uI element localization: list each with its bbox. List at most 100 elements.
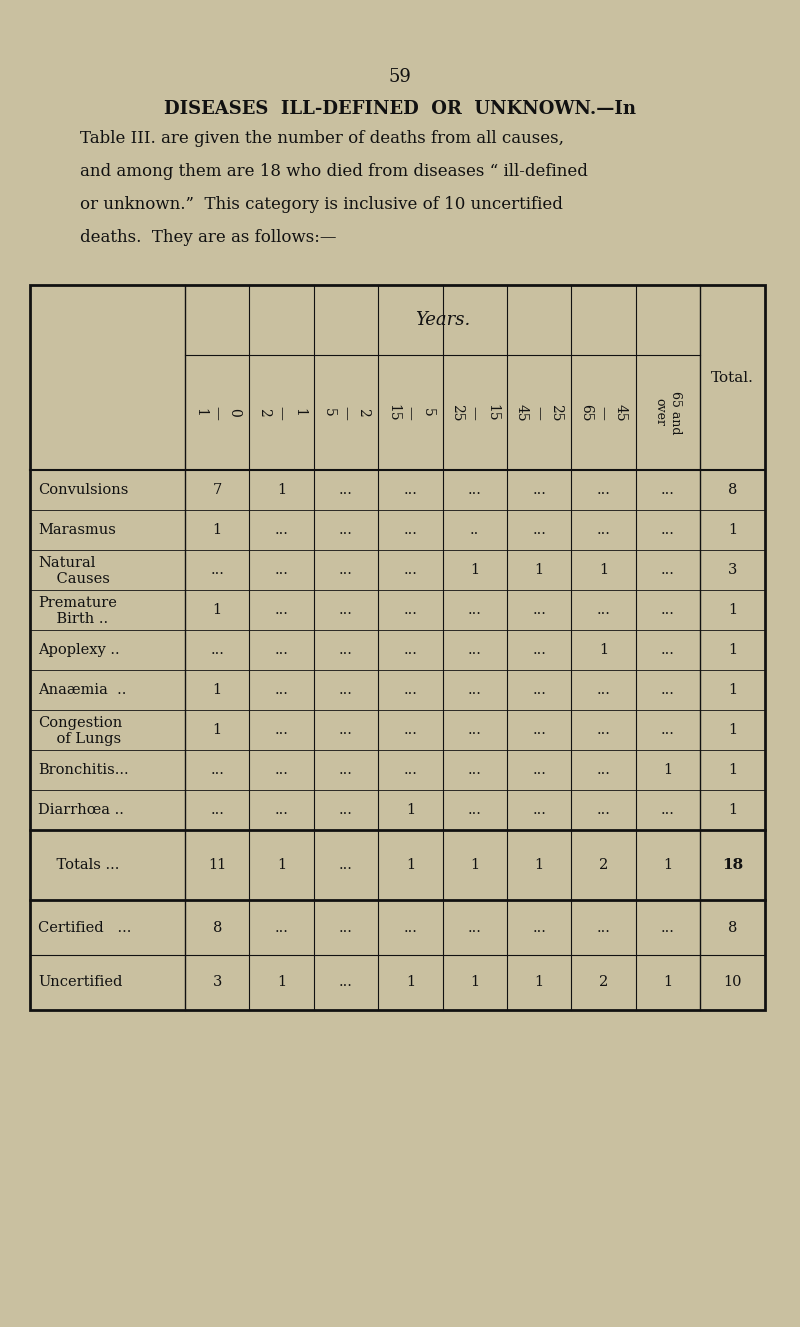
- Text: Birth ..: Birth ..: [38, 612, 108, 626]
- Text: ...: ...: [403, 921, 418, 934]
- Text: ...: ...: [532, 921, 546, 934]
- Text: Marasmus: Marasmus: [38, 523, 116, 537]
- Text: ...: ...: [468, 644, 482, 657]
- Text: ...: ...: [468, 921, 482, 934]
- Text: ...: ...: [661, 563, 674, 577]
- Text: ...: ...: [532, 602, 546, 617]
- Text: 1: 1: [213, 723, 222, 736]
- Text: Total.: Total.: [711, 370, 754, 385]
- Text: 1: 1: [470, 563, 479, 577]
- Text: ...: ...: [274, 683, 289, 697]
- Text: 1: 1: [728, 763, 737, 778]
- Text: ...: ...: [661, 803, 674, 817]
- Text: Convulsions: Convulsions: [38, 483, 128, 498]
- Text: ...: ...: [339, 921, 353, 934]
- Text: ...: ...: [597, 763, 610, 778]
- Text: 1: 1: [599, 644, 608, 657]
- Text: ...: ...: [532, 683, 546, 697]
- Text: 1: 1: [663, 763, 672, 778]
- Text: DISEASES  ILL-DEFINED  OR  UNKNOWN.—In: DISEASES ILL-DEFINED OR UNKNOWN.—In: [164, 100, 636, 118]
- Text: ...: ...: [468, 803, 482, 817]
- Text: 5
—
15: 5 — 15: [386, 403, 434, 421]
- Text: 1: 1: [663, 859, 672, 872]
- Text: 1: 1: [213, 523, 222, 537]
- Text: ...: ...: [274, 921, 289, 934]
- Text: ...: ...: [339, 563, 353, 577]
- Text: ...: ...: [274, 644, 289, 657]
- Text: 15
—
25: 15 — 25: [450, 403, 499, 421]
- Text: ...: ...: [339, 859, 353, 872]
- Text: ...: ...: [210, 803, 224, 817]
- Text: 1: 1: [406, 859, 415, 872]
- Text: 2: 2: [599, 859, 608, 872]
- Text: 1: 1: [728, 602, 737, 617]
- Text: ...: ...: [661, 723, 674, 736]
- Text: 2: 2: [599, 975, 608, 990]
- Text: Diarrhœa ..: Diarrhœa ..: [38, 803, 124, 817]
- Text: 1: 1: [406, 803, 415, 817]
- Text: ...: ...: [274, 803, 289, 817]
- Text: 3: 3: [213, 975, 222, 990]
- Text: ...: ...: [532, 723, 546, 736]
- Text: 1: 1: [728, 803, 737, 817]
- Text: ...: ...: [274, 523, 289, 537]
- Text: ...: ...: [274, 602, 289, 617]
- Text: 8: 8: [728, 921, 737, 934]
- Text: ...: ...: [597, 803, 610, 817]
- Text: 65 and
over: 65 and over: [654, 390, 682, 434]
- Text: Uncertified: Uncertified: [38, 975, 122, 990]
- Text: 18: 18: [722, 859, 743, 872]
- Bar: [30, 285, 765, 1010]
- Text: ...: ...: [339, 803, 353, 817]
- Text: ...: ...: [532, 803, 546, 817]
- Text: 45
—
65: 45 — 65: [579, 403, 628, 421]
- Text: ...: ...: [339, 763, 353, 778]
- Text: ...: ...: [403, 683, 418, 697]
- Text: Premature: Premature: [38, 596, 117, 610]
- Text: ...: ...: [274, 723, 289, 736]
- Text: ...: ...: [339, 523, 353, 537]
- Text: ...: ...: [468, 683, 482, 697]
- Text: ...: ...: [532, 523, 546, 537]
- Text: 7: 7: [213, 483, 222, 498]
- Text: ...: ...: [339, 723, 353, 736]
- Text: 1: 1: [534, 859, 544, 872]
- Text: 1: 1: [213, 683, 222, 697]
- Text: Apoplexy ..: Apoplexy ..: [38, 644, 120, 657]
- Text: ...: ...: [403, 563, 418, 577]
- Text: ...: ...: [210, 763, 224, 778]
- Text: 1: 1: [728, 523, 737, 537]
- Text: 3: 3: [728, 563, 737, 577]
- Text: Causes: Causes: [38, 572, 110, 587]
- Text: 1: 1: [406, 975, 415, 990]
- Text: ...: ...: [274, 563, 289, 577]
- Text: ...: ...: [468, 602, 482, 617]
- Text: Totals ...: Totals ...: [38, 859, 119, 872]
- Text: 1: 1: [213, 602, 222, 617]
- Text: ...: ...: [339, 483, 353, 498]
- Text: 1: 1: [277, 483, 286, 498]
- Text: 11: 11: [208, 859, 226, 872]
- Text: ...: ...: [339, 602, 353, 617]
- Text: 1: 1: [277, 975, 286, 990]
- Text: deaths.  They are as follows:—: deaths. They are as follows:—: [80, 230, 337, 245]
- Text: ...: ...: [597, 483, 610, 498]
- Text: ...: ...: [468, 723, 482, 736]
- Text: ...: ...: [532, 483, 546, 498]
- Text: 1: 1: [728, 683, 737, 697]
- Text: Congestion: Congestion: [38, 715, 122, 730]
- Text: ...: ...: [403, 644, 418, 657]
- Text: 1
—
2: 1 — 2: [258, 406, 306, 419]
- Text: ...: ...: [661, 523, 674, 537]
- Text: Years.: Years.: [415, 311, 470, 329]
- Text: 1: 1: [663, 975, 672, 990]
- Text: ...: ...: [597, 921, 610, 934]
- Text: 10: 10: [723, 975, 742, 990]
- Text: ...: ...: [210, 563, 224, 577]
- Text: ...: ...: [661, 644, 674, 657]
- Text: ...: ...: [339, 644, 353, 657]
- Text: ...: ...: [274, 763, 289, 778]
- Text: ...: ...: [403, 723, 418, 736]
- Text: Natural: Natural: [38, 556, 95, 569]
- Text: ...: ...: [532, 644, 546, 657]
